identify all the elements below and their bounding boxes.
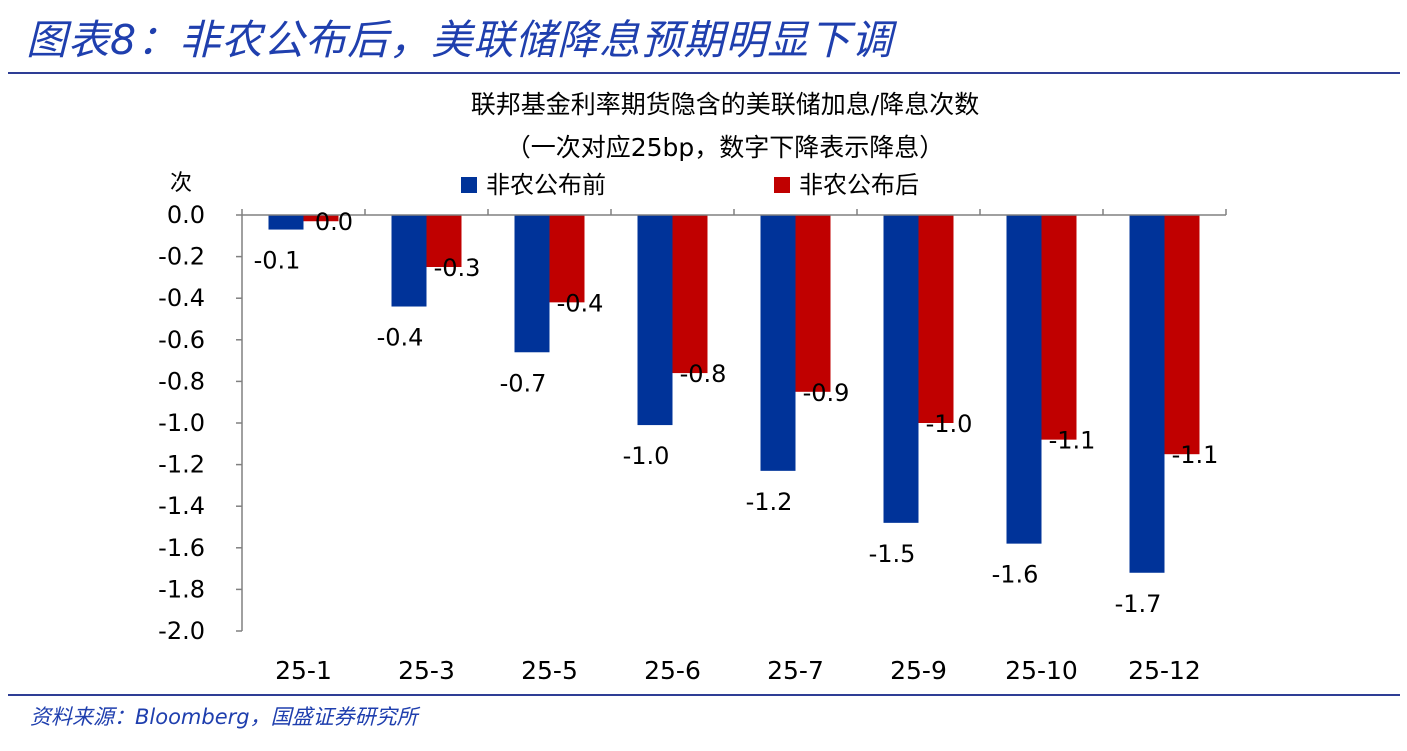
x-tick-label: 25-5: [521, 656, 578, 685]
legend-swatch-before: [461, 177, 477, 193]
data-label: 0.0: [315, 208, 353, 236]
data-label: -1.7: [1115, 590, 1162, 618]
bar-after: [426, 215, 462, 267]
source-note: 资料来源：Bloomberg，国盛证券研究所: [30, 705, 418, 729]
y-tick-label: -0.6: [158, 326, 205, 354]
data-label: -1.0: [623, 442, 670, 470]
y-axis-unit-label: 次: [170, 171, 192, 196]
data-label: -1.6: [992, 561, 1039, 589]
bar-before: [637, 215, 673, 426]
data-label: -0.8: [680, 360, 727, 388]
x-tick-label: 25-3: [398, 656, 455, 685]
y-tick-label: -1.8: [158, 575, 205, 603]
y-tick-label: -2.0: [158, 617, 205, 645]
title-rule: [8, 72, 1400, 74]
legend-swatch-after: [774, 177, 790, 193]
bar-before: [514, 215, 550, 353]
source-rule: [8, 694, 1400, 696]
bar-before: [883, 215, 919, 523]
data-label: -0.7: [500, 369, 547, 397]
y-tick-label: -1.0: [158, 409, 205, 437]
x-tick-label: 25-6: [644, 656, 701, 685]
chart-title: 联邦基金利率期货隐含的美联储加息/降息次数: [471, 90, 979, 119]
y-tick-label: 0.0: [167, 201, 205, 229]
data-label: -0.4: [377, 324, 424, 352]
data-label: -1.5: [869, 540, 916, 568]
bar-before: [1129, 215, 1165, 573]
value-labels: -0.1 -0.4 -0.7 -1.0 -1.2 -1.5 -1.6 -1.7 0.0 -0.3 -…: [254, 208, 1219, 618]
x-tick-label: 25-10: [1005, 656, 1078, 685]
figure-title: 图表8：非农公布后，美联储降息预期明显下调: [26, 16, 894, 64]
y-tick-label: -1.4: [158, 492, 205, 520]
axes: 0.0 -0.2 -0.4 -0.6 -0.8 -1.0 -1.2 -1.4 -1.6 -1.8 -…: [158, 201, 1227, 685]
data-label: -1.1: [1049, 427, 1096, 455]
legend-label-before: 非农公布前: [486, 171, 606, 199]
bar-before: [391, 215, 427, 307]
data-label: -0.9: [803, 379, 850, 407]
chart-subtitle: （一次对应25bp，数字下降表示降息）: [506, 133, 945, 162]
bar-after: [1041, 215, 1077, 440]
data-label: -1.2: [746, 488, 793, 516]
bar-after: [549, 215, 585, 303]
data-label: -1.0: [926, 410, 973, 438]
x-tick-label: 25-1: [275, 656, 332, 685]
bar-after: [795, 215, 831, 392]
legend: 非农公布前 非农公布后: [461, 171, 919, 199]
data-label: -0.4: [557, 289, 604, 317]
bar-after: [918, 215, 954, 423]
legend-label-after: 非农公布后: [799, 171, 919, 199]
bar-before: [268, 215, 304, 230]
bar-before: [760, 215, 796, 471]
y-tick-label: -1.2: [158, 451, 205, 479]
x-tick-label: 25-9: [890, 656, 947, 685]
y-tick-label: -0.8: [158, 367, 205, 395]
bar-after: [1164, 215, 1200, 455]
bar-before: [1006, 215, 1042, 544]
x-tick-label: 25-7: [767, 656, 824, 685]
y-tick-label: -1.6: [158, 534, 205, 562]
y-tick-label: -0.4: [158, 284, 205, 312]
bars: [268, 215, 1200, 573]
x-tick-label: 25-12: [1128, 656, 1201, 685]
bar-after: [303, 215, 339, 222]
data-label: -0.1: [254, 247, 301, 275]
data-label: -1.1: [1172, 441, 1219, 469]
y-tick-label: -0.2: [158, 243, 205, 271]
data-label: -0.3: [434, 254, 481, 282]
bar-after: [672, 215, 708, 374]
